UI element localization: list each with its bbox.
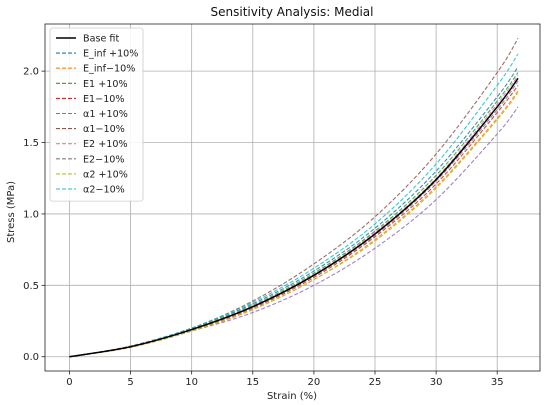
series-line-9 [69,92,519,358]
x-tick-label: 5 [127,377,133,388]
x-tick-label: 0 [66,377,72,388]
legend-label: α1−10% [83,124,125,135]
legend-label: E_inf +10% [83,49,138,60]
x-tick-label: 25 [369,377,382,388]
legend-label: Base fit [83,34,119,45]
series-line-3 [69,72,519,358]
y-tick-label: 0.0 [23,352,39,363]
y-tick-label: 1.5 [23,138,39,149]
legend-label: α1 +10% [83,109,128,120]
x-tick-label: 30 [430,377,443,388]
series-lines [69,37,519,358]
x-axis: 0 5 10 15 20 25 30 35 [66,371,504,388]
legend-box [49,27,144,202]
series-line-4 [69,85,519,358]
chart-title: Sensitivity Analysis: Medial [211,5,374,19]
series-line-7 [69,75,519,358]
x-tick-label: 15 [246,377,259,388]
legend-label: α2 +10% [83,169,128,180]
y-axis-label: Stress (MPa) [6,181,17,243]
y-tick-label: 1.0 [23,209,39,220]
plot-frame [44,23,541,372]
y-tick-label: 0.5 [23,281,39,292]
legend-label: E1 +10% [83,79,128,90]
series-line-1 [69,66,519,358]
legend-label: E_inf−10% [83,64,135,75]
series-line-0 [69,77,519,358]
x-tick-label: 20 [308,377,321,388]
legend-label: E2−10% [83,154,125,165]
y-tick-label: 2.0 [23,67,39,78]
legend-label: α2−10% [83,185,125,196]
legend-label: E1−10% [83,94,125,105]
x-tick-label: 10 [185,377,198,388]
legend: Base fit E_inf +10% E_inf−10% E1 +10% E1−10%… [49,27,144,202]
y-axis: 0.0 0.5 1.0 1.5 2.0 [23,67,45,363]
x-tick-label: 35 [491,377,504,388]
legend-label: E2 +10% [83,139,128,150]
series-line-10 [69,53,519,358]
x-axis-label: Strain (%) [267,391,317,402]
